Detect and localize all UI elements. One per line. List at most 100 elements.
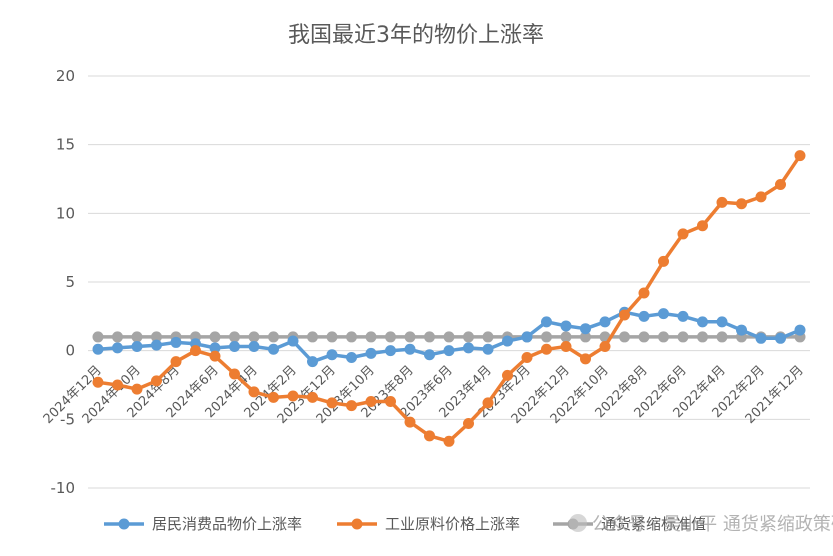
data-point bbox=[248, 386, 260, 398]
data-point bbox=[131, 331, 143, 343]
data-point bbox=[580, 353, 591, 365]
data-point bbox=[229, 341, 240, 353]
data-point bbox=[560, 341, 572, 353]
data-point bbox=[638, 310, 650, 322]
data-point bbox=[560, 331, 572, 343]
watermark-text: 公众号 · 吴小平 通货紧缩政策研究院 bbox=[592, 514, 833, 535]
legend-marker bbox=[351, 518, 363, 530]
data-point bbox=[268, 331, 279, 343]
data-point bbox=[287, 335, 299, 347]
data-point bbox=[619, 309, 630, 321]
data-point bbox=[346, 331, 357, 343]
wechat-icon bbox=[569, 514, 587, 532]
data-point bbox=[716, 196, 728, 208]
data-point bbox=[560, 320, 572, 332]
data-point bbox=[794, 150, 806, 162]
data-point bbox=[326, 397, 338, 409]
x-axis: 2024年12月2024年10月2024年8月2024年6月2024年4月202… bbox=[41, 363, 807, 427]
data-point bbox=[697, 220, 708, 232]
data-point bbox=[443, 331, 455, 343]
data-point bbox=[112, 379, 123, 391]
data-point bbox=[404, 416, 416, 428]
data-point bbox=[92, 343, 104, 355]
y-tick-label: 10 bbox=[56, 204, 75, 222]
data-point bbox=[365, 395, 377, 407]
legend-label: 工业原料价格上涨率 bbox=[385, 515, 520, 533]
data-point bbox=[229, 368, 240, 380]
data-point bbox=[463, 417, 474, 429]
data-point bbox=[502, 335, 513, 347]
data-point bbox=[580, 323, 591, 335]
data-point bbox=[229, 331, 240, 343]
data-point bbox=[443, 435, 455, 447]
data-point bbox=[599, 341, 611, 353]
data-point bbox=[92, 376, 104, 388]
data-point bbox=[209, 350, 221, 362]
data-point bbox=[385, 331, 396, 343]
legend: 居民消费品物价上涨率 工业原料价格上涨率 通货紧缩标准值 bbox=[104, 515, 706, 533]
data-point bbox=[619, 331, 630, 343]
gridlines bbox=[88, 75, 810, 489]
data-point bbox=[170, 336, 182, 348]
data-point bbox=[307, 391, 318, 403]
legend-marker bbox=[118, 518, 130, 530]
data-point bbox=[794, 324, 806, 336]
data-point bbox=[638, 287, 650, 299]
data-point bbox=[541, 343, 552, 355]
data-point bbox=[385, 395, 396, 407]
data-point bbox=[268, 391, 279, 403]
data-point bbox=[326, 331, 338, 343]
y-tick-label: 20 bbox=[56, 67, 75, 85]
data-point bbox=[697, 331, 708, 343]
data-point bbox=[638, 331, 650, 343]
data-point bbox=[404, 331, 416, 343]
legend-label: 通货紧缩标准值 bbox=[601, 515, 706, 533]
data-point bbox=[482, 331, 494, 343]
y-axis: -10 -5 0 5 10 15 20 bbox=[51, 67, 76, 497]
data-point bbox=[248, 331, 260, 343]
data-point bbox=[755, 191, 767, 203]
plot-area bbox=[92, 150, 806, 447]
data-point bbox=[482, 343, 494, 355]
data-point bbox=[346, 352, 357, 364]
data-point bbox=[502, 369, 513, 381]
data-point bbox=[580, 331, 591, 343]
data-point bbox=[541, 316, 552, 328]
data-point bbox=[736, 324, 747, 336]
data-point bbox=[658, 308, 669, 320]
data-point bbox=[112, 331, 123, 343]
y-tick-label: 0 bbox=[65, 342, 75, 360]
y-tick-label: 15 bbox=[56, 136, 75, 154]
data-point bbox=[131, 383, 143, 395]
data-point bbox=[424, 349, 435, 361]
data-point bbox=[131, 341, 143, 353]
data-point bbox=[677, 228, 689, 240]
data-point bbox=[443, 345, 455, 357]
data-point bbox=[599, 316, 611, 328]
data-point bbox=[677, 331, 689, 343]
data-point bbox=[775, 332, 786, 344]
y-tick-label: 5 bbox=[65, 273, 75, 291]
data-point bbox=[326, 349, 338, 361]
data-point bbox=[112, 342, 123, 354]
data-point bbox=[697, 316, 708, 328]
data-point bbox=[482, 397, 494, 409]
data-point bbox=[716, 331, 728, 343]
data-point bbox=[521, 331, 533, 343]
chart-title: 我国最近3年的物价上涨率 bbox=[288, 23, 544, 48]
data-point bbox=[209, 342, 221, 354]
data-point bbox=[424, 430, 435, 442]
data-point bbox=[151, 331, 162, 343]
data-point bbox=[346, 400, 357, 412]
y-tick-label: -10 bbox=[51, 479, 76, 497]
watermark: 公众号 · 吴小平 通货紧缩政策研究院 bbox=[569, 514, 833, 535]
data-point bbox=[92, 331, 104, 343]
data-point bbox=[424, 331, 435, 343]
data-point bbox=[404, 343, 416, 355]
data-point bbox=[190, 345, 201, 357]
data-point bbox=[755, 332, 767, 344]
y-tick-label: -5 bbox=[60, 410, 75, 428]
legend-label: 居民消费品物价上涨率 bbox=[152, 515, 302, 533]
data-point bbox=[541, 331, 552, 343]
